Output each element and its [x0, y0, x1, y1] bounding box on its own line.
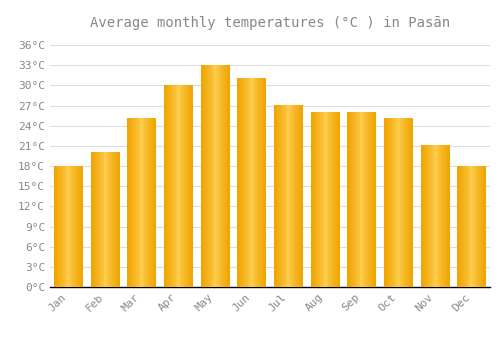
Title: Average monthly temperatures (°C ) in Pasān: Average monthly temperatures (°C ) in Pa… [90, 16, 450, 30]
